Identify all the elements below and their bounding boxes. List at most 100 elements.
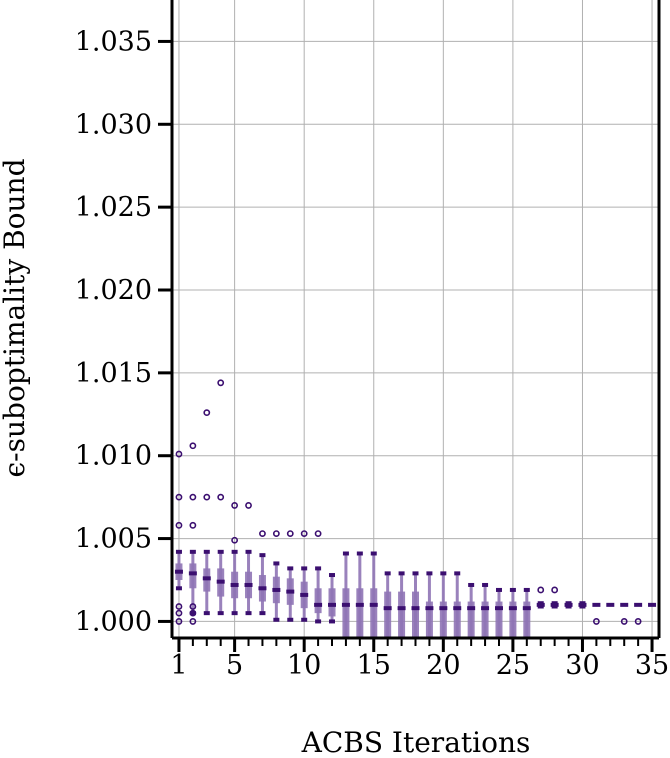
outlier-point xyxy=(272,530,280,537)
box-9 xyxy=(286,566,295,622)
outlier-point xyxy=(189,609,197,617)
box-iqr xyxy=(384,591,392,638)
box-7 xyxy=(258,553,267,616)
box-30 xyxy=(578,601,587,609)
box-20 xyxy=(439,571,448,638)
box-iqr xyxy=(328,588,336,617)
outlier-point xyxy=(259,530,266,537)
box-16 xyxy=(383,571,392,638)
outlier-point xyxy=(189,603,197,610)
outlier-point xyxy=(231,536,239,544)
outlier-point xyxy=(203,409,211,417)
y-tick-label: 1.035 xyxy=(75,26,152,57)
box-iqr xyxy=(189,563,197,589)
axes xyxy=(170,0,661,640)
outlier-point xyxy=(175,603,183,610)
outlier-point xyxy=(231,502,239,509)
outlier-point xyxy=(551,586,559,594)
box-6 xyxy=(244,549,253,616)
outlier-point xyxy=(620,618,628,625)
y-tick-label: 1.015 xyxy=(75,358,152,389)
box-iqr xyxy=(342,588,350,638)
box-iqr xyxy=(439,601,447,638)
boxes xyxy=(174,549,657,638)
y-tick-label: 1.030 xyxy=(75,109,152,140)
box-19 xyxy=(425,571,434,638)
outlier-point xyxy=(203,493,211,501)
box-iqr xyxy=(425,601,433,638)
outlier-point xyxy=(175,609,183,617)
outlier-point xyxy=(634,618,642,625)
outlier-point xyxy=(189,442,197,450)
box-iqr xyxy=(481,601,489,638)
x-tick-label: 20 xyxy=(426,650,460,681)
y-tick-label: 1.020 xyxy=(75,275,152,306)
outlier-point xyxy=(537,586,545,594)
outlier-point xyxy=(175,521,183,529)
box-8 xyxy=(272,561,281,622)
box-iqr xyxy=(370,588,378,638)
box-5 xyxy=(230,549,239,616)
outlier-point xyxy=(300,530,308,537)
box-12 xyxy=(328,573,337,624)
x-tick-label: 15 xyxy=(357,650,391,681)
box-27 xyxy=(536,601,545,609)
outlier-point xyxy=(217,379,225,387)
y-tick-label: 1.000 xyxy=(75,606,152,637)
x-tick-label: 1 xyxy=(170,650,187,681)
box-iqr xyxy=(412,591,419,638)
box-18 xyxy=(411,571,420,638)
box-iqr xyxy=(314,588,322,614)
outlier-point xyxy=(592,618,600,625)
box-3 xyxy=(202,549,211,616)
box-iqr xyxy=(356,588,364,638)
outlier-point xyxy=(245,502,252,509)
box-22 xyxy=(467,582,476,638)
grid xyxy=(172,0,659,638)
outlier-point xyxy=(175,618,183,625)
box-28 xyxy=(550,601,559,609)
outlier-point xyxy=(175,450,183,458)
outliers xyxy=(175,379,642,625)
x-tick-label: 25 xyxy=(496,650,530,681)
x-tick-label: 35 xyxy=(635,650,669,681)
box-iqr xyxy=(453,601,461,638)
box-iqr xyxy=(523,601,531,638)
box-29 xyxy=(564,601,573,609)
outlier-point xyxy=(189,521,197,529)
y-tick-label: 1.025 xyxy=(75,192,152,223)
x-axis-label: ACBS Iterations xyxy=(301,726,531,758)
box-17 xyxy=(397,571,406,638)
box-15 xyxy=(369,551,378,638)
box-4 xyxy=(216,549,225,616)
outlier-point xyxy=(217,493,225,501)
outlier-point xyxy=(286,530,294,537)
x-tick-label: 30 xyxy=(565,650,599,681)
box-1 xyxy=(174,549,183,591)
box-iqr xyxy=(467,601,475,638)
box-14 xyxy=(355,551,364,638)
box-24 xyxy=(494,587,503,638)
box-13 xyxy=(341,551,350,638)
box-26 xyxy=(522,587,531,638)
x-ticks: 1 5 10 15 20 25 30 35 xyxy=(170,638,669,681)
x-tick-label: 10 xyxy=(287,650,321,681)
box-iqr xyxy=(509,601,517,638)
y-axis-label: ϵ-suboptimality Bound xyxy=(0,158,31,477)
y-tick-label: 1.010 xyxy=(75,441,152,472)
box-23 xyxy=(481,582,490,638)
outlier-point xyxy=(314,530,322,537)
box-21 xyxy=(453,571,462,638)
outlier-point xyxy=(175,493,183,501)
box-10 xyxy=(300,566,309,622)
y-tick-label: 1.005 xyxy=(75,524,152,555)
box-iqr xyxy=(495,601,503,638)
outlier-point xyxy=(189,618,197,625)
box-11 xyxy=(314,566,323,624)
x-tick-label: 5 xyxy=(226,650,243,681)
outlier-point xyxy=(189,493,197,501)
box-25 xyxy=(508,587,517,638)
y-ticks: 1.000 1.005 1.010 1.015 1.020 1.025 1.030 1.035 xyxy=(75,26,172,637)
box-iqr xyxy=(398,591,406,638)
